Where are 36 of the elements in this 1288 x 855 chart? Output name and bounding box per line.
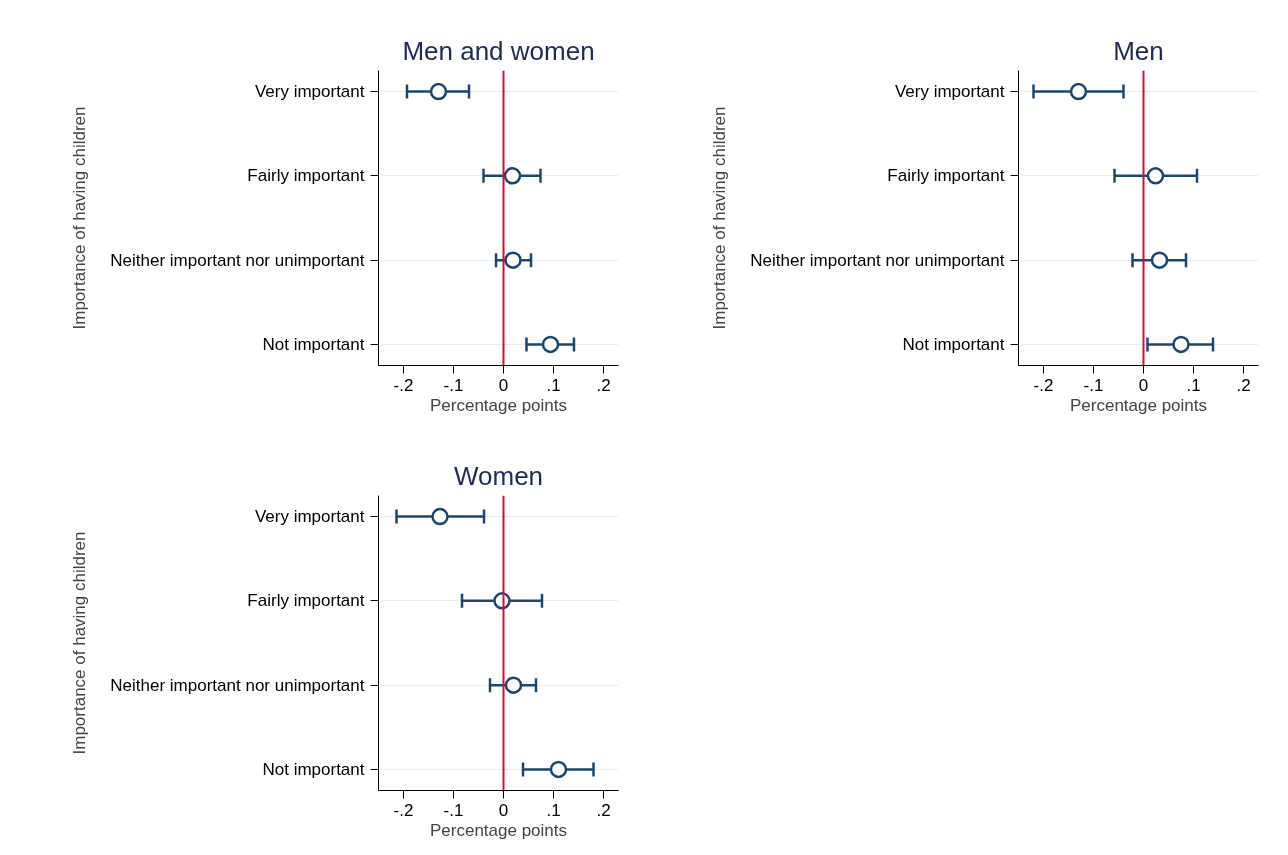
y-tick-label: Very important [254,507,365,527]
x-tick-label: 0 [498,800,509,820]
y-axis-title: Importance of having children [710,106,730,330]
x-tick-label: 0 [498,375,509,395]
y-tick-label: Not important [902,334,1005,354]
chart-title: Women [453,460,544,491]
y-tick-label: Very important [254,82,365,102]
x-tick-label: -.2 [393,800,414,820]
x-axis-title: Percentage points [1069,395,1208,415]
x-axis-title: Percentage points [429,820,568,840]
y-tick-label: Very important [894,82,1005,102]
x-tick-label: .1 [546,800,561,820]
x-tick-label: -.2 [1033,375,1054,395]
x-tick-label: .1 [1186,375,1201,395]
x-tick-label: -.1 [443,800,464,820]
x-tick-label: 0 [1138,375,1149,395]
y-axis-title: Importance of having children [70,106,90,330]
y-tick-label: Fairly important [887,166,1005,186]
chart-title: Men and women [402,35,595,66]
x-tick-label: .2 [1236,375,1251,395]
y-tick-label: Not important [262,759,365,779]
x-tick-label: .2 [596,800,611,820]
x-tick-label: .2 [596,375,611,395]
x-tick-label: .1 [546,375,561,395]
x-tick-label: -.2 [393,375,414,395]
chart-title: Men [1113,35,1164,66]
y-axis-title: Importance of having children [70,531,90,755]
x-tick-label: -.1 [1083,375,1104,395]
y-tick-label: Neither important nor unimportant [110,250,365,270]
x-tick-label: -.1 [443,375,464,395]
x-axis-title: Percentage points [429,395,568,415]
y-tick-label: Neither important nor unimportant [750,250,1005,270]
y-tick-label: Fairly important [247,591,365,611]
y-tick-label: Not important [262,334,365,354]
y-tick-label: Fairly important [247,166,365,186]
y-tick-label: Neither important nor unimportant [110,675,365,695]
